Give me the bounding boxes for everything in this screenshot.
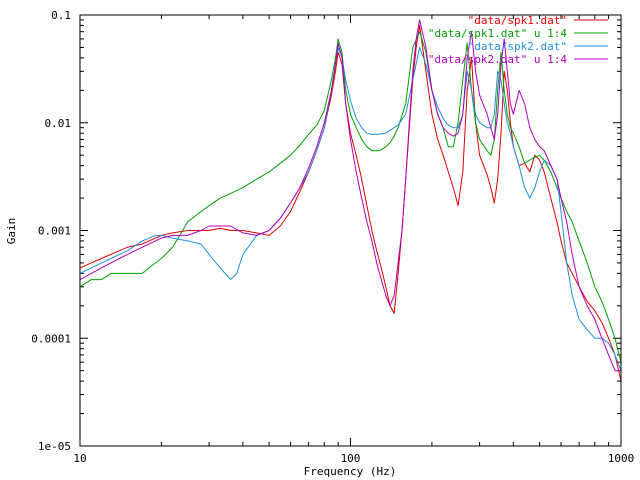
legend: "data/spk1.dat""data/spk1.dat" u 1:4"dat… — [428, 14, 608, 66]
plot-frame — [79, 14, 622, 447]
series-line-2 — [79, 31, 622, 363]
y-tick-label: 0.01 — [45, 117, 72, 130]
x-axis-title: Frequency (Hz) — [304, 465, 397, 478]
series-line-3 — [79, 46, 622, 371]
legend-label-4: "data/spk2.dat" u 1:4 — [428, 53, 567, 66]
x-tick-label: 1000 — [608, 452, 635, 465]
legend-label-3: "data/spk2.dat" — [468, 40, 567, 53]
y-tick-label: 0.001 — [38, 225, 71, 238]
series-line-4 — [79, 19, 621, 372]
y-tick-label: 1e-05 — [38, 440, 71, 453]
legend-label-2: "data/spk1.dat" u 1:4 — [428, 27, 567, 40]
y-tick-label: 0.0001 — [31, 332, 71, 345]
tick-labels: 10 100 1000 1e-05 0.0001 0.001 0.01 0.1 — [31, 9, 634, 465]
x-tick-label: 100 — [341, 452, 361, 465]
series-lines — [79, 19, 622, 382]
y-axis-title: Gain — [5, 218, 18, 245]
x-tick-label: 10 — [73, 452, 86, 465]
legend-label-1: "data/spk1.dat" — [468, 14, 567, 27]
y-tick-label: 0.1 — [51, 9, 71, 22]
